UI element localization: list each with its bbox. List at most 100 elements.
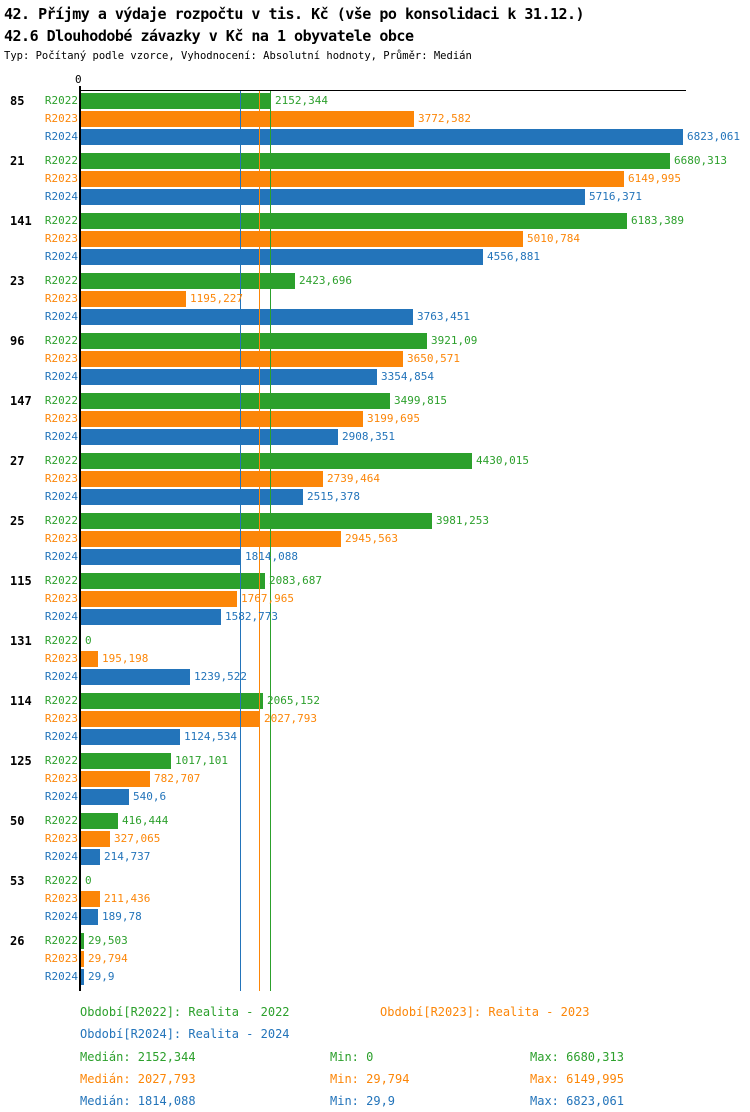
value-label: 214,737 — [104, 850, 151, 863]
value-label: 2065,152 — [267, 694, 320, 707]
series-label: R2023 — [44, 112, 78, 125]
chart-title: 42. Příjmy a výdaje rozpočtu v tis. Kč (… — [4, 5, 585, 23]
bar-r2024 — [81, 309, 413, 325]
category-label: 23 — [10, 274, 25, 288]
category-label: 131 — [10, 634, 32, 648]
value-label: 2739,464 — [327, 472, 380, 485]
category-label: 25 — [10, 514, 25, 528]
bar-r2024 — [81, 129, 683, 145]
bar-r2024 — [81, 369, 377, 385]
bar-r2024 — [81, 249, 483, 265]
series-label: R2022 — [44, 574, 78, 587]
bar-r2024 — [81, 669, 190, 685]
bar-r2022 — [81, 753, 171, 769]
value-label: 1195,227 — [190, 292, 243, 305]
value-label: 4556,881 — [487, 250, 540, 263]
value-label: 6823,061 — [687, 130, 740, 143]
series-label: R2023 — [44, 592, 78, 605]
series-label: R2023 — [44, 952, 78, 965]
category-label: 21 — [10, 154, 25, 168]
series-label: R2024 — [44, 970, 78, 983]
series-label: R2024 — [44, 550, 78, 563]
axis-zero-label: 0 — [75, 73, 82, 86]
series-label: R2024 — [44, 190, 78, 203]
category-label: 50 — [10, 814, 25, 828]
series-label: R2022 — [44, 394, 78, 407]
bar-r2024 — [81, 549, 241, 565]
median-line-r2023 — [259, 91, 260, 991]
series-label: R2022 — [44, 634, 78, 647]
bar-r2023 — [81, 891, 100, 907]
series-label: R2022 — [44, 454, 78, 467]
series-label: R2023 — [44, 472, 78, 485]
value-label: 2083,687 — [269, 574, 322, 587]
series-label: R2022 — [44, 934, 78, 947]
category-label: 96 — [10, 334, 25, 348]
value-label: 3650,571 — [407, 352, 460, 365]
series-label: R2022 — [44, 874, 78, 887]
value-label: 2152,344 — [275, 94, 328, 107]
series-label: R2023 — [44, 652, 78, 665]
median-line-r2022 — [270, 91, 271, 991]
bar-r2022 — [81, 933, 84, 949]
series-label: R2024 — [44, 430, 78, 443]
bar-r2022 — [81, 273, 295, 289]
series-label: R2024 — [44, 610, 78, 623]
series-label: R2022 — [44, 154, 78, 167]
bar-r2024 — [81, 969, 84, 985]
bar-r2024 — [81, 429, 338, 445]
value-label: 2027,793 — [264, 712, 317, 725]
series-label: R2023 — [44, 772, 78, 785]
series-label: R2023 — [44, 412, 78, 425]
value-label: 540,6 — [133, 790, 167, 803]
bar-r2024 — [81, 489, 303, 505]
bar-r2023 — [81, 111, 414, 127]
value-label: 1582,773 — [225, 610, 278, 623]
category-label: 141 — [10, 214, 32, 228]
value-label: 4430,015 — [476, 454, 529, 467]
bar-r2023 — [81, 231, 523, 247]
value-label: 5716,371 — [589, 190, 642, 203]
bar-r2023 — [81, 651, 98, 667]
value-label: 1767,965 — [241, 592, 294, 605]
bar-r2022 — [81, 813, 118, 829]
value-label: 29,794 — [88, 952, 128, 965]
bar-r2024 — [81, 909, 98, 925]
value-label: 0 — [85, 874, 92, 887]
value-label: 3499,815 — [394, 394, 447, 407]
category-label: 53 — [10, 874, 25, 888]
category-label: 125 — [10, 754, 32, 768]
stat-median-r2022: Medián: 2152,344 — [80, 1050, 196, 1064]
value-label: 2908,351 — [342, 430, 395, 443]
stat-median-r2023: Medián: 2027,793 — [80, 1072, 196, 1086]
value-label: 1239,522 — [194, 670, 247, 683]
legend-r2022: Období[R2022]: Realita - 2022 — [80, 1005, 290, 1019]
series-label: R2024 — [44, 670, 78, 683]
chart-meta: Typ: Počítaný podle vzorce, Vyhodnocení:… — [4, 50, 472, 62]
bar-r2023 — [81, 171, 624, 187]
category-label: 27 — [10, 454, 25, 468]
category-label: 147 — [10, 394, 32, 408]
category-label: 85 — [10, 94, 25, 108]
value-label: 0 — [85, 634, 92, 647]
category-label: 115 — [10, 574, 32, 588]
series-label: R2022 — [44, 754, 78, 767]
category-label: 26 — [10, 934, 25, 948]
bar-r2024 — [81, 789, 129, 805]
value-label: 3981,253 — [436, 514, 489, 527]
series-label: R2022 — [44, 334, 78, 347]
value-label: 3763,451 — [417, 310, 470, 323]
bar-r2023 — [81, 591, 237, 607]
legend-r2023: Období[R2023]: Realita - 2023 — [380, 1005, 590, 1019]
series-label: R2024 — [44, 130, 78, 143]
series-label: R2024 — [44, 790, 78, 803]
value-label: 195,198 — [102, 652, 149, 665]
series-label: R2024 — [44, 730, 78, 743]
bar-r2022 — [81, 513, 432, 529]
bar-r2024 — [81, 609, 221, 625]
value-label: 2515,378 — [307, 490, 360, 503]
series-label: R2024 — [44, 370, 78, 383]
bar-r2022 — [81, 453, 472, 469]
legend-r2024: Období[R2024]: Realita - 2024 — [80, 1027, 290, 1041]
bar-r2022 — [81, 93, 271, 109]
